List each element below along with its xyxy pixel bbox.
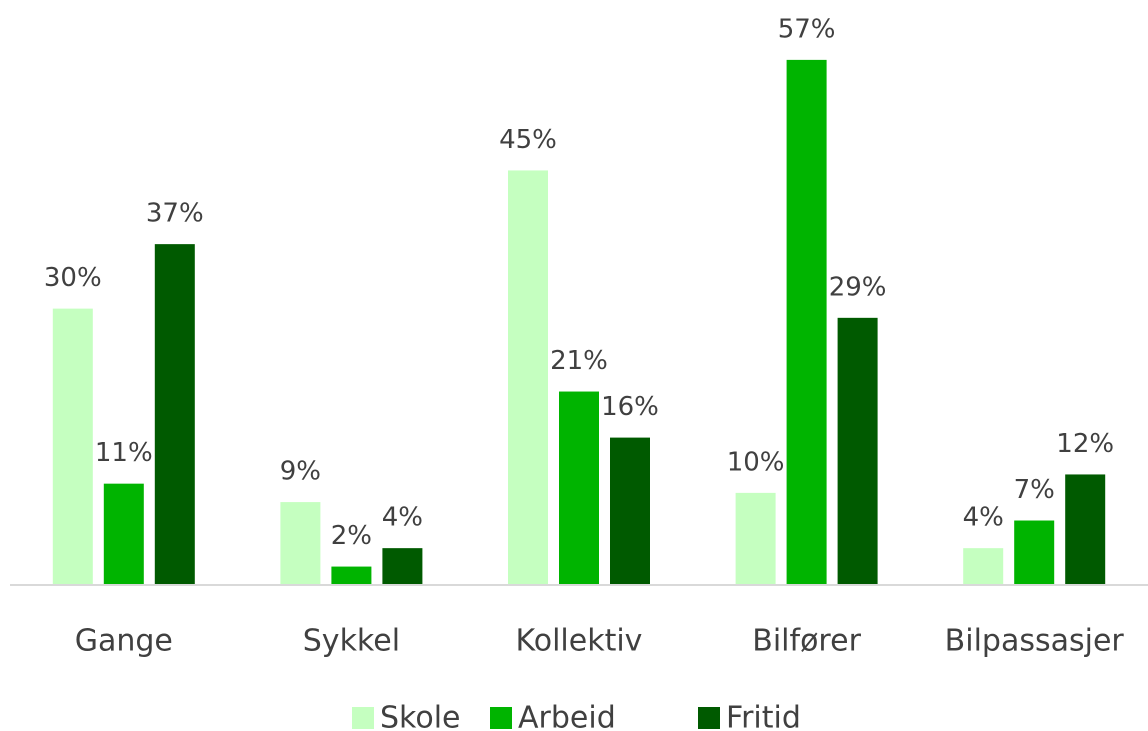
bar: [786, 59, 827, 585]
data-label: 12%: [1056, 429, 1114, 459]
bar: [963, 548, 1004, 585]
legend-label: Skole: [380, 701, 461, 731]
bar: [52, 308, 93, 585]
data-label: 4%: [963, 503, 1004, 533]
bar: [1014, 520, 1055, 585]
data-label: 11%: [95, 438, 153, 468]
data-label: 30%: [44, 263, 102, 293]
legend-swatch: [698, 707, 720, 729]
data-label: 7%: [1014, 475, 1055, 505]
bar: [508, 170, 548, 585]
bar: [735, 492, 776, 585]
data-label: 2%: [331, 521, 372, 551]
legend-label: Arbeid: [518, 701, 616, 731]
bar: [154, 244, 195, 586]
data-label: 21%: [550, 346, 608, 376]
x-tick-label: Kollektiv: [516, 624, 643, 659]
data-label: 37%: [146, 199, 204, 229]
x-tick-label: Bilfører: [752, 624, 861, 659]
bar: [837, 317, 878, 585]
bar: [559, 391, 599, 585]
data-label: 9%: [280, 457, 321, 487]
data-label: 16%: [601, 392, 659, 422]
data-label: 57%: [778, 14, 836, 44]
bar: [1065, 474, 1106, 585]
bar: [382, 548, 423, 585]
x-tick-label: Sykkel: [303, 624, 400, 659]
legend-swatch: [490, 707, 512, 729]
data-label: 29%: [829, 272, 887, 302]
data-label: 10%: [727, 447, 785, 477]
bar: [103, 483, 144, 585]
legend-swatch: [352, 707, 374, 729]
x-tick-label: Gange: [75, 624, 173, 659]
bar: [331, 566, 372, 585]
bar: [610, 437, 650, 585]
data-label: 45%: [499, 125, 557, 155]
x-tick-label: Bilpassasjer: [945, 624, 1125, 659]
bar: [280, 502, 321, 585]
legend-label: Fritid: [726, 701, 801, 731]
data-label: 4%: [382, 503, 423, 533]
